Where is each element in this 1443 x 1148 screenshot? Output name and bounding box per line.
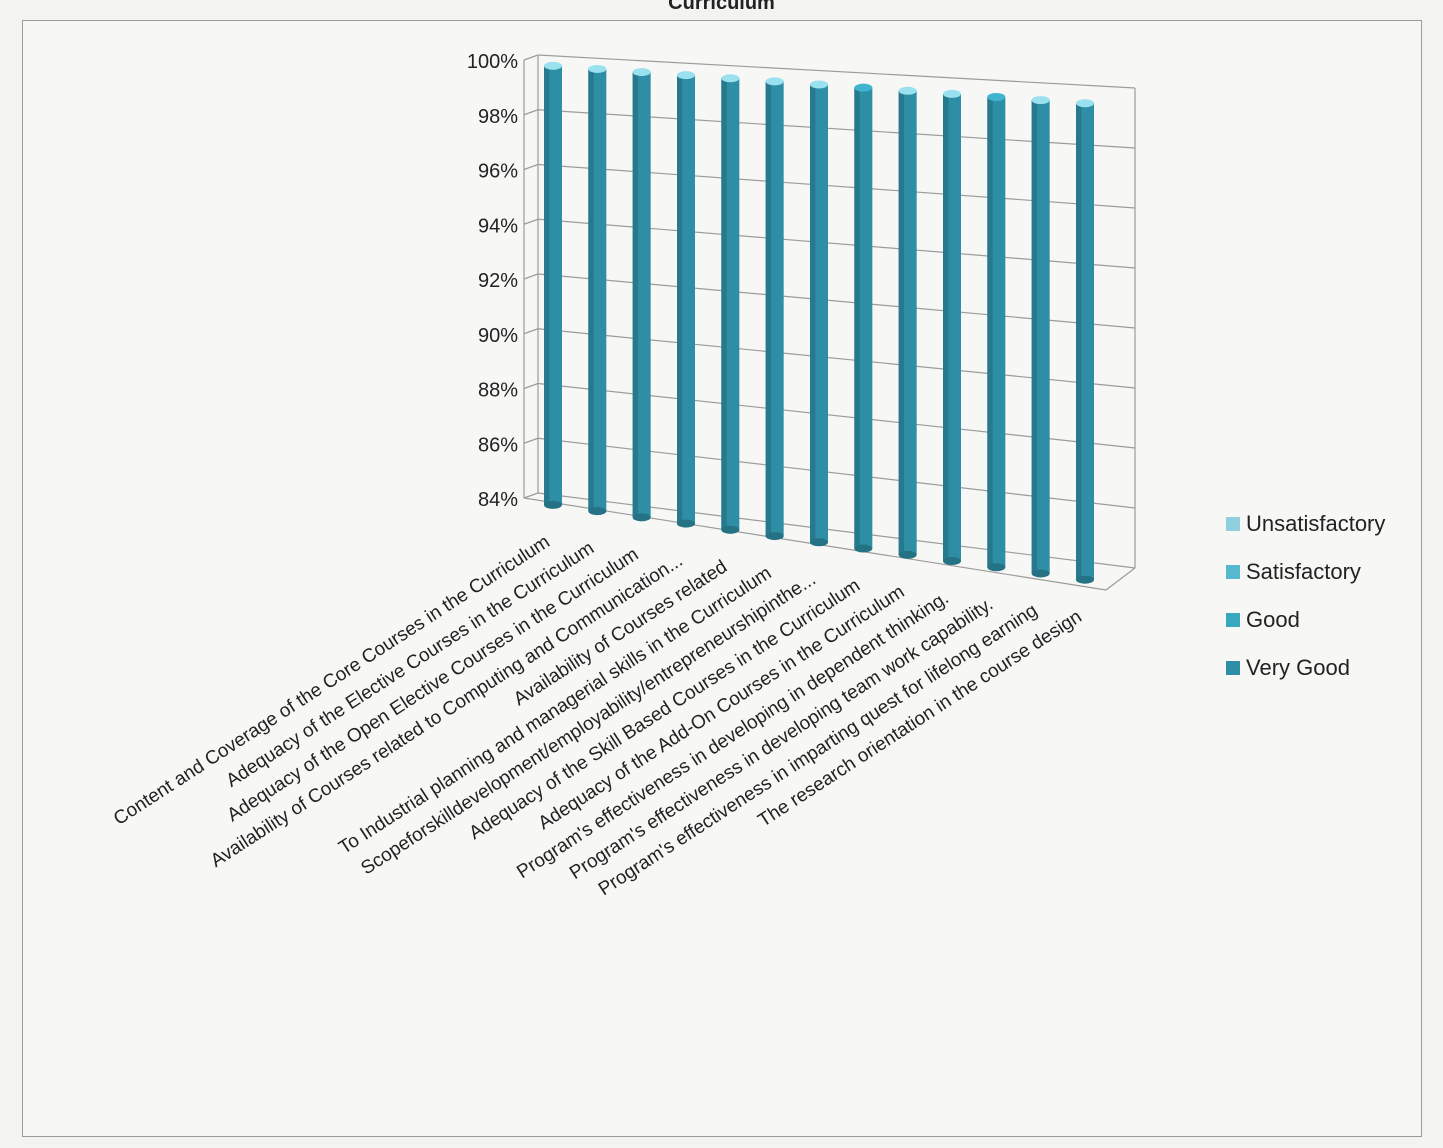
bar-shade [677, 75, 683, 524]
bar-top [898, 86, 917, 95]
y-tick-label: 96% [478, 161, 518, 183]
bar-group [987, 93, 1006, 572]
bar-base [1031, 569, 1050, 578]
bar-base [1076, 575, 1094, 584]
bar-top [1031, 96, 1050, 105]
bar-base [987, 563, 1006, 572]
bar-top [765, 77, 784, 86]
y-tick-label: 90% [478, 325, 518, 347]
bar-group [1076, 99, 1094, 584]
legend-swatch [1226, 661, 1240, 675]
bar-group [898, 86, 917, 559]
y-tick-label: 86% [478, 434, 518, 456]
bar-base [898, 550, 917, 559]
bar-base [677, 519, 695, 528]
legend-swatch [1226, 565, 1240, 579]
bar-base [721, 525, 740, 534]
bar-group [1031, 96, 1050, 578]
bar-shade [1031, 100, 1038, 574]
bar-shade [810, 84, 816, 543]
bar-shade [721, 78, 727, 530]
bar-top [1076, 99, 1094, 108]
bar-shade [898, 90, 905, 555]
bar-top [632, 68, 651, 77]
y-tick-label: 94% [478, 215, 518, 237]
bar-top [987, 93, 1006, 102]
bar-base [854, 544, 873, 553]
x-axis-labels: Content and Coverage of the Core Courses… [110, 531, 1086, 900]
bar-group [765, 77, 784, 541]
bar-shade [987, 97, 993, 568]
legend-item: Very Good [1226, 644, 1385, 692]
bar-base [943, 557, 961, 566]
bar-base [765, 532, 784, 541]
bar-shade [765, 81, 772, 537]
bar-shade [854, 87, 860, 549]
y-tick-label: 98% [478, 106, 518, 128]
y-axis-ticks: 84% 86% 88% 90% 92% 94% 96% 98% 100% [467, 51, 518, 511]
bar-top [721, 74, 740, 83]
bar-top [854, 83, 873, 92]
bar-group [721, 74, 740, 534]
bar-base [632, 513, 651, 522]
bar-base [810, 538, 828, 547]
legend-item: Satisfactory [1226, 548, 1385, 596]
y-tick-label: 84% [478, 489, 518, 511]
bar-group [854, 83, 873, 553]
y-tick-label: 88% [478, 380, 518, 402]
bar-group [677, 71, 695, 528]
legend-label: Unsatisfactory [1246, 511, 1386, 536]
legend: Unsatisfactory Satisfactory Good Very Good [1226, 500, 1385, 692]
bar-shade [632, 72, 639, 518]
chart-title: Curriculum [668, 0, 775, 14]
bar-base [588, 507, 607, 516]
y-tick-label: 100% [467, 51, 518, 73]
bar-group [632, 68, 651, 522]
y-tick-label: 92% [478, 270, 518, 292]
legend-item: Good [1226, 596, 1385, 644]
bar-top [943, 89, 961, 98]
bar-shade [588, 68, 594, 512]
bar-shade [1076, 103, 1082, 580]
bar-group [943, 89, 961, 566]
legend-swatch [1226, 613, 1240, 627]
bar-top [588, 64, 607, 73]
legend-label: Good [1246, 607, 1300, 632]
bar-top [677, 71, 695, 80]
legend-swatch [1226, 517, 1240, 531]
bar-shade [943, 93, 949, 562]
bars [544, 61, 1094, 584]
bar-group [544, 61, 562, 509]
bar-top [810, 80, 828, 89]
legend-item: Unsatisfactory [1226, 500, 1385, 548]
bar-top [544, 61, 562, 70]
legend-label: Very Good [1246, 655, 1350, 680]
bar-base [544, 500, 562, 509]
bar-shade [544, 65, 550, 505]
bar-group [588, 64, 607, 516]
bar-group [810, 80, 828, 547]
legend-label: Satisfactory [1246, 559, 1361, 584]
